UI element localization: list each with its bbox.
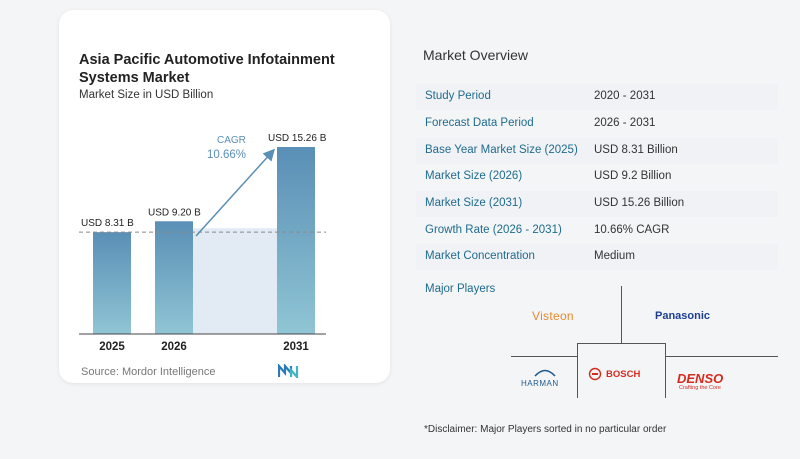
bar-2026	[155, 221, 193, 334]
denso-logo: DENSO	[677, 371, 724, 386]
bar-2025	[93, 232, 131, 334]
bosch-emblem-icon	[588, 367, 602, 381]
source-text: Source: Mordor Intelligence	[81, 366, 216, 378]
overview-row: Market Size (2026) USD 9.2 Billion	[416, 164, 778, 190]
overview-row-value: 2026 - 2031	[594, 117, 656, 129]
overview-row-label: Forecast Data Period	[425, 117, 534, 129]
cagr-arrow	[195, 148, 276, 237]
disclaimer-text: *Disclaimer: Major Players sorted in no …	[424, 424, 667, 435]
overview-row-label: Market Concentration	[425, 250, 535, 262]
player-grid-divider	[665, 343, 666, 398]
player-grid-divider	[621, 286, 622, 343]
overview-row-value: 2020 - 2031	[594, 90, 656, 102]
overview-row: Market Concentration Medium	[416, 244, 778, 270]
cagr-value: 10.66%	[207, 149, 246, 161]
overview-row-label: Market Size (2031)	[425, 197, 523, 209]
overview-row: Market Size (2031) USD 15.26 Billion	[416, 191, 778, 217]
data-label-2031: USD 15.26 B	[268, 133, 327, 144]
overview-row: Growth Rate (2026 - 2031) 10.66% CAGR	[416, 218, 778, 244]
chart-title: Asia Pacific Automotive Infotainment Sys…	[79, 52, 335, 86]
overview-row: Forecast Data Period 2026 - 2031	[416, 111, 778, 137]
overview-row-value: 10.66% CAGR	[594, 224, 670, 236]
overview-row-value: Medium	[594, 250, 635, 262]
data-label-2026: USD 9.20 B	[148, 207, 201, 218]
denso-tagline: Crafting the Core	[679, 385, 721, 391]
growth-shade	[193, 228, 277, 334]
x-tick-label-2025: 2025	[99, 341, 125, 353]
x-tick-label-2031: 2031	[283, 341, 309, 353]
data-label-2025: USD 8.31 B	[81, 218, 134, 229]
major-players-title: Major Players	[425, 283, 496, 295]
player-grid-divider	[666, 356, 778, 357]
player-grid-divider	[577, 343, 578, 398]
player-grid-divider	[511, 356, 577, 357]
mordor-logo-icon	[278, 364, 299, 378]
bar-2031	[277, 147, 315, 334]
overview-row: Base Year Market Size (2025) USD 8.31 Bil…	[416, 138, 778, 164]
chart-subtitle: Market Size in USD Billion	[79, 89, 214, 101]
overview-row-value: USD 9.2 Billion	[594, 170, 672, 182]
overview-title: Market Overview	[423, 47, 529, 63]
visteon-logo: Visteon	[532, 309, 574, 323]
overview-row-label: Growth Rate (2026 - 2031)	[425, 224, 562, 236]
overview-row-label: Base Year Market Size (2025)	[425, 144, 578, 156]
cagr-label: CAGR	[217, 135, 246, 146]
x-tick-label-2026: 2026	[161, 341, 187, 353]
overview-row: Study Period 2020 - 2031	[416, 84, 778, 110]
overview-row-label: Study Period	[425, 90, 491, 102]
bosch-logo: BOSCH	[606, 369, 641, 380]
overview-row-value: USD 8.31 Billion	[594, 144, 678, 156]
overview-row-value: USD 15.26 Billion	[594, 197, 685, 209]
player-grid-divider	[577, 343, 666, 344]
harman-emblem-icon	[534, 369, 556, 377]
harman-logo: HARMAN	[521, 379, 559, 388]
bar-chart: USD 8.31 B USD 9.20 B USD 15.26 B 2025 2026 2…	[79, 133, 327, 353]
overview-row-label: Market Size (2026)	[425, 170, 523, 182]
panasonic-logo: Panasonic	[655, 310, 711, 322]
